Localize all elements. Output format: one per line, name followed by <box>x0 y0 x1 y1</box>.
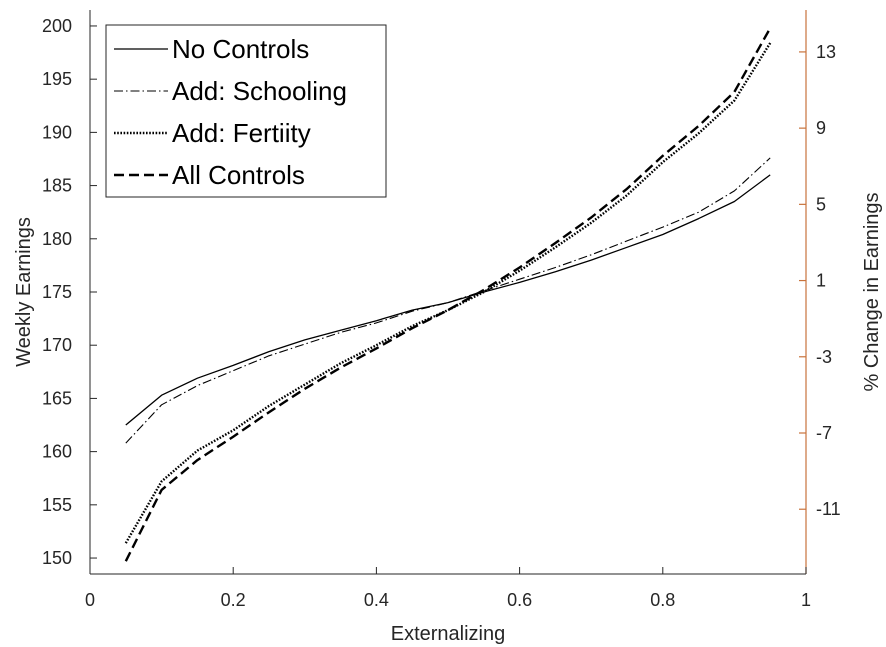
right-y-tick-label: 13 <box>816 42 836 62</box>
right-y-tick-label: -3 <box>816 347 832 367</box>
y-tick-label: 165 <box>42 388 72 408</box>
x-tick-label: 0.2 <box>221 590 246 610</box>
x-tick-label: 0.6 <box>507 590 532 610</box>
y-tick-label: 150 <box>42 548 72 568</box>
series-layer <box>124 27 772 562</box>
y-tick-label: 190 <box>42 122 72 142</box>
right-y-tick-label: 9 <box>816 118 826 138</box>
y-tick-label: 195 <box>42 69 72 89</box>
ticks-layer: 0 0.2 0.4 0.6 0.8 115015516016517017518018519… <box>42 16 841 610</box>
legend-label: Add: Fertiity <box>172 118 311 148</box>
series-line-1 <box>125 174 771 426</box>
legend: No Controls Add: Schooling Add: Fertiity Al… <box>105 24 387 198</box>
right-y-tick-label: -11 <box>816 499 841 519</box>
x-tick-label: 0 <box>85 590 95 610</box>
x-axis-label: Externalizing <box>391 623 506 645</box>
legend-box <box>105 24 387 198</box>
right-y-tick-label: 1 <box>816 271 826 291</box>
legend-label: Add: Schooling <box>172 76 347 106</box>
series-line-4 <box>124 27 772 562</box>
right-y-tick-label: -7 <box>816 423 832 443</box>
y-tick-label: 155 <box>42 495 72 515</box>
x-tick-label: 1 <box>801 590 811 610</box>
y-tick-label: 175 <box>42 282 72 302</box>
y-tick-label: 170 <box>42 335 72 355</box>
y-axis-label: Weekly Earnings <box>13 217 35 367</box>
right-y-axis-label: % Change in Earnings <box>861 192 883 391</box>
series-line-2 <box>125 157 771 444</box>
y-tick-label: 160 <box>42 442 72 462</box>
x-tick-label: 0.8 <box>650 590 675 610</box>
x-tick-label: 0.4 <box>364 590 389 610</box>
y-tick-label: 200 <box>42 16 72 36</box>
y-tick-label: 180 <box>42 229 72 249</box>
right-y-tick-label: 5 <box>816 194 826 214</box>
y-tick-label: 185 <box>42 176 72 196</box>
legend-label: No Controls <box>172 34 309 64</box>
legend-label: All Controls <box>172 160 305 190</box>
